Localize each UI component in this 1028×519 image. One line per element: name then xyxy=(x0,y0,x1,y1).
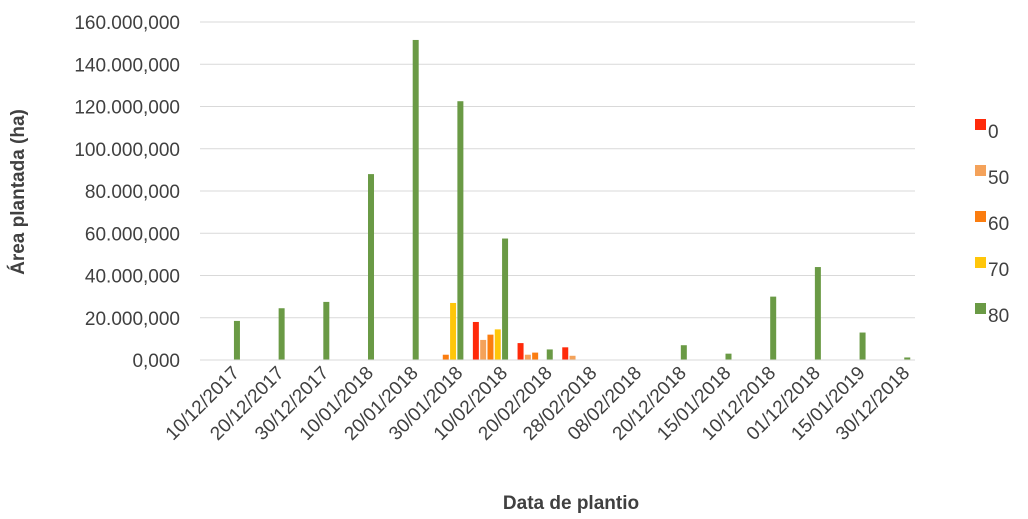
bar-50-28-02-2018 xyxy=(569,355,576,360)
bar-0-28-02-2018 xyxy=(562,347,569,360)
bar-80-10-12-2017 xyxy=(233,320,240,360)
legend-swatch-0 xyxy=(975,119,986,130)
bar-80-15-01-2018 xyxy=(725,353,732,360)
bar-50-10-02-2018 xyxy=(480,339,487,360)
bar-70-10-02-2018 xyxy=(494,329,501,360)
x-tick-labels: 10/12/201720/12/201730/12/201710/01/2018… xyxy=(162,363,914,445)
legend-label-80: 80 xyxy=(988,306,1009,327)
bar-80-30-01-2018 xyxy=(457,101,464,360)
bar-50-20-02-2018 xyxy=(524,354,531,360)
legend-label-0: 0 xyxy=(988,122,999,143)
legend: 0 50 60 70 80 xyxy=(975,119,1009,327)
bar-80-20-01-2018 xyxy=(412,39,419,361)
bar-70-30-01-2018 xyxy=(450,302,457,360)
bar-80-01-12-2018 xyxy=(814,267,821,360)
bar-60-30-01-2018 xyxy=(442,354,449,360)
bar-80-10-12-2018 xyxy=(770,296,777,360)
legend-swatch-70 xyxy=(975,257,986,268)
x-axis-title: Data de plantio xyxy=(503,493,639,514)
bar-80-30-12-2018 xyxy=(904,357,911,360)
bar-80-20-12-2017 xyxy=(278,308,285,360)
y-tick-label: 20.000,000 xyxy=(85,309,180,330)
legend-label-50: 50 xyxy=(988,168,1009,189)
bar-0-20-02-2018 xyxy=(517,343,524,360)
bar-60-20-02-2018 xyxy=(532,352,539,360)
bar-60-10-02-2018 xyxy=(487,334,494,360)
y-tick-label: 40.000,000 xyxy=(85,267,180,288)
y-tick-label: 80.000,000 xyxy=(85,182,180,203)
bar-80-15-01-2019 xyxy=(859,332,866,360)
gridlines xyxy=(200,21,915,319)
legend-swatch-80 xyxy=(975,303,986,314)
legend-swatch-50 xyxy=(975,165,986,176)
y-tick-label: 100.000,000 xyxy=(74,140,180,161)
bar-80-20-02-2018 xyxy=(546,349,553,360)
y-tick-label: 140.000,000 xyxy=(74,55,180,76)
legend-swatch-60 xyxy=(975,211,986,222)
bar-80-10-01-2018 xyxy=(368,174,375,360)
bar-80-30-12-2017 xyxy=(323,301,330,360)
y-axis-title: Área plantada (ha) xyxy=(7,109,29,275)
y-tick-label: 120.000,000 xyxy=(74,98,180,119)
y-tick-label: 0,000 xyxy=(132,351,180,372)
bars xyxy=(233,39,911,361)
bar-0-10-02-2018 xyxy=(472,321,479,360)
bar-80-20-12-2018 xyxy=(680,345,687,360)
bar-80-10-02-2018 xyxy=(502,238,509,360)
y-tick-labels: 0,000 20.000,000 40.000,000 60.000,000 80.00… xyxy=(74,13,180,372)
legend-label-60: 60 xyxy=(988,214,1009,235)
y-tick-label: 60.000,000 xyxy=(85,224,180,245)
legend-label-70: 70 xyxy=(988,260,1009,281)
y-tick-label: 160.000,000 xyxy=(74,13,180,34)
